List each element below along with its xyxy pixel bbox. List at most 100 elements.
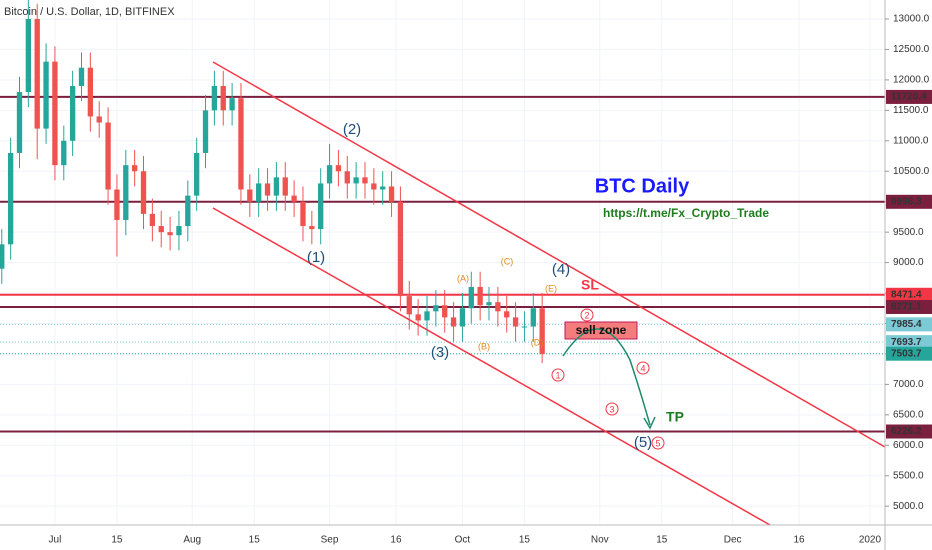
x-tick-label: 2020 [859, 535, 882, 546]
candle-body [388, 186, 395, 202]
y-tick-label: 6000.0 [893, 440, 924, 451]
candle-body [43, 61, 49, 129]
y-tick-label: 6500.0 [893, 409, 924, 420]
tp-label: TP [666, 409, 684, 425]
candle-body [34, 19, 40, 129]
candle-body [52, 61, 58, 166]
level-box [886, 346, 932, 361]
y-tick-label: 5000.0 [893, 501, 924, 512]
level-label: 9998.3 [891, 196, 922, 207]
level-box [886, 317, 932, 332]
wave-label: (4) [552, 261, 570, 278]
y-tick-label: 11000.0 [893, 135, 929, 146]
level-label: 7503.7 [891, 348, 922, 359]
candle-body [344, 171, 350, 184]
candle-body [371, 183, 377, 190]
candle-body [415, 314, 421, 321]
circle-marker [636, 361, 650, 375]
candle-body [477, 286, 483, 306]
x-tick-label: 16 [390, 535, 402, 546]
circle-marker [580, 308, 594, 322]
candle-body [273, 177, 280, 196]
x-tick-label: 15 [519, 535, 531, 546]
circle-marker [605, 402, 619, 416]
x-tick-label: Nov [591, 535, 609, 546]
y-tick-label: 11500.0 [893, 105, 929, 116]
x-tick-label: Sep [321, 535, 339, 546]
sub-wave-label: (A) [457, 273, 469, 283]
level-box [886, 424, 932, 439]
candle-body [158, 226, 164, 233]
sub-wave-label: (E) [545, 283, 557, 293]
candle-body [247, 189, 253, 202]
candle-body [256, 183, 262, 202]
candle-body [318, 183, 324, 230]
sub-wave-label: (B) [478, 341, 490, 351]
circled-label: 4 [640, 363, 645, 373]
candle-body [468, 286, 474, 309]
channel-upper [212, 61, 886, 448]
candle-body [504, 311, 510, 318]
y-tick-label: 9500.0 [893, 227, 924, 238]
x-tick-label: 15 [249, 535, 261, 546]
level-label: 8271.1 [891, 302, 922, 313]
wave-label: (3) [431, 344, 449, 361]
y-tick-label: 10500.0 [893, 166, 930, 177]
candle-body [300, 201, 306, 227]
candles [0, 0, 545, 364]
candle-body [424, 311, 430, 321]
annotations: (1) (2) (3) (4) (5) (A) (B) (C) (D) (E) 1 2 3 4 5 [307, 121, 665, 451]
channel-lower [212, 207, 771, 526]
candle-body [16, 92, 23, 153]
candle-body [185, 195, 191, 227]
candle-body [0, 244, 5, 269]
y-tick-label: 9000.0 [893, 257, 924, 268]
candle-body [309, 226, 315, 230]
sub-wave-label: (D) [531, 337, 544, 347]
circled-label: 5 [655, 438, 660, 448]
candle-body [521, 326, 528, 328]
sl-label: SL [581, 277, 599, 293]
circled-label: 3 [609, 404, 614, 414]
sell-zone-label: sell zone [576, 323, 627, 337]
x-tick-label: Oct [455, 535, 471, 546]
candle-body [140, 171, 147, 214]
time-axis-bg [0, 525, 932, 550]
candle-body [530, 308, 536, 327]
candle-body [495, 302, 501, 312]
candle-body [69, 85, 76, 141]
y-tick-label: 12500.0 [893, 44, 930, 55]
candle-body [291, 195, 297, 202]
y-tick-label: 7000.0 [893, 379, 924, 390]
candle-body [442, 305, 448, 318]
candle-body [167, 232, 173, 236]
wave-label: (5) [634, 434, 652, 451]
link: https://t.me/Fx_Crypto_Trade [603, 206, 769, 220]
chart-title: Bitcoin / U.S. Dollar, 1D, BITFINEX [4, 6, 175, 18]
candle-body [229, 98, 235, 111]
candle-body [539, 308, 545, 354]
candle-body [512, 317, 519, 327]
circled-label: 1 [555, 370, 560, 380]
candle-body [380, 186, 386, 190]
x-tick-label: Jul [49, 535, 62, 546]
level-label: 7693.7 [891, 337, 922, 348]
level-label: 11720.4 [891, 92, 927, 103]
candle-body [7, 152, 14, 245]
candle-body [353, 177, 359, 184]
x-tick-label: 15 [111, 535, 123, 546]
level-box [886, 299, 932, 314]
candle-body [87, 67, 94, 117]
y-tick-label: 12000.0 [893, 75, 930, 86]
level-box [886, 287, 932, 302]
candle-body [220, 85, 226, 111]
circle-marker [551, 368, 565, 382]
arrow-head [643, 416, 656, 430]
wave-label: (2) [343, 121, 361, 138]
y-tick-label: 5500.0 [893, 470, 924, 481]
candle-body [282, 177, 288, 196]
candle-body [105, 122, 111, 190]
